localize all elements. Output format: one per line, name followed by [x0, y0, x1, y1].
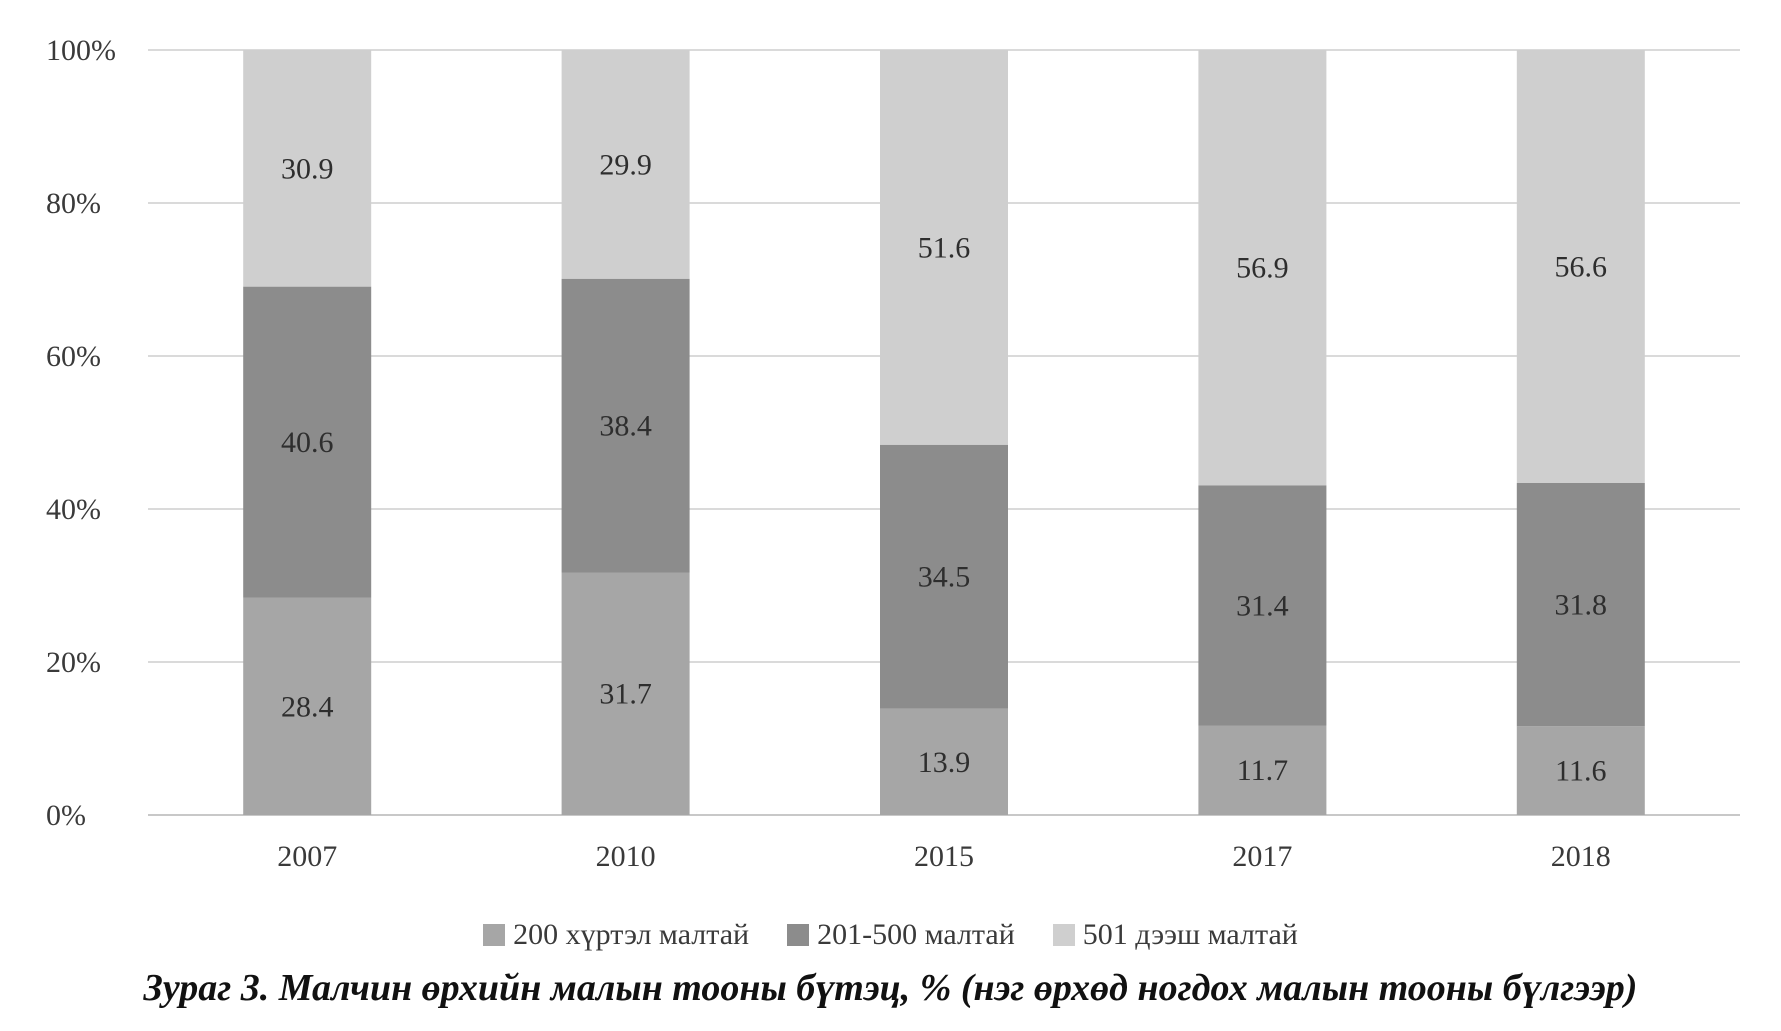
x-axis-ticks: 2007 2010 2015 2017 2018: [277, 840, 1611, 873]
legend-swatch-series-1: [787, 924, 810, 946]
data-label-2015-series-1: 34.5: [918, 561, 971, 594]
data-label-2007-series-2: 30.9: [281, 152, 334, 185]
bar-2017-series-2: [1198, 50, 1327, 486]
x-tick-label: 2007: [277, 840, 337, 873]
bar-2015-series-0: [880, 708, 1008, 815]
data-label-2017-series-1: 31.4: [1236, 589, 1289, 622]
y-axis-ticks: 0% 20% 40% 60% 80% 100%: [46, 34, 116, 832]
bar-2017-series-1: [1198, 485, 1327, 726]
legend-item-series-0: 200 хүртэл малтай: [483, 918, 749, 952]
figure-caption: Зураг 3. Малчин өрхийн малын тооны бүтэц…: [143, 967, 1638, 1009]
data-label-2007-series-0: 28.4: [281, 690, 334, 723]
bar-2015-series-1: [880, 444, 1008, 709]
data-label-2018-series-0: 11.6: [1555, 755, 1606, 788]
y-tick-label: 100%: [46, 34, 116, 67]
bar-2015-series-2: [880, 50, 1008, 445]
x-tick-label: 2015: [914, 840, 974, 873]
bar-2010-series-1: [561, 278, 690, 573]
data-label-2010-series-2: 29.9: [599, 148, 652, 181]
bar-2007-series-0: [243, 597, 372, 815]
legend-label-series-0: 200 хүртэл малтай: [513, 918, 750, 951]
y-tick-label: 80%: [46, 187, 101, 220]
bar-2010-series-2: [561, 50, 690, 279]
y-tick-label: 60%: [46, 340, 101, 373]
data-label-2015-series-2: 51.6: [918, 231, 971, 264]
x-tick-label: 2017: [1232, 840, 1292, 873]
x-tick-label: 2018: [1551, 840, 1611, 873]
bars: [243, 50, 1645, 815]
y-tick-label: 0%: [46, 799, 86, 832]
bar-2018-series-2: [1516, 50, 1645, 483]
bar-2018-series-0: [1516, 726, 1645, 815]
legend-item-series-2: 501 дээш малтай: [1052, 918, 1298, 952]
x-tick-label: 2010: [596, 840, 656, 873]
bar-2007-series-1: [243, 286, 372, 598]
legend-label-series-2: 501 дээш малтай: [1082, 918, 1298, 951]
bar-2007-series-2: [243, 50, 372, 287]
data-label-2010-series-0: 31.7: [599, 678, 652, 711]
legend: 200 хүртэл малтай 201-500 малтай 501 дээ…: [0, 918, 1781, 952]
data-labels: 28.4 40.6 30.9 31.7 38.4 29.9 13.9 34.5 51.6 11.7…: [281, 148, 1607, 787]
data-label-2018-series-1: 31.8: [1555, 589, 1608, 622]
y-tick-label: 40%: [46, 493, 101, 526]
legend-item-series-1: 201-500 малтай: [787, 918, 1015, 952]
data-label-2017-series-0: 11.7: [1237, 754, 1288, 787]
legend-swatch-series-2: [1052, 924, 1075, 946]
bar-2017-series-0: [1198, 725, 1327, 815]
legend-label-series-1: 201-500 малтай: [817, 918, 1015, 951]
legend-swatch-series-0: [483, 924, 506, 946]
data-label-2017-series-2: 56.9: [1236, 252, 1289, 285]
data-label-2010-series-1: 38.4: [599, 410, 652, 443]
bar-2010-series-0: [561, 572, 690, 815]
data-label-2018-series-2: 56.6: [1555, 250, 1608, 283]
data-label-2007-series-1: 40.6: [281, 426, 334, 459]
data-label-2015-series-0: 13.9: [918, 746, 971, 779]
y-tick-label: 20%: [46, 646, 101, 679]
bar-2018-series-1: [1516, 482, 1645, 727]
